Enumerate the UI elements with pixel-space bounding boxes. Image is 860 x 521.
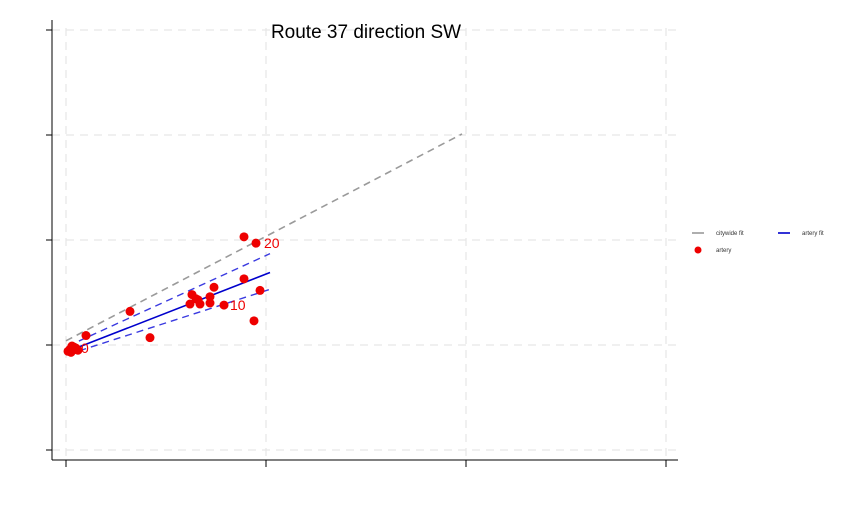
fit-lines	[65, 133, 463, 356]
data-point	[185, 299, 195, 309]
artery-ci-upper-line	[67, 253, 271, 347]
data-point	[67, 341, 77, 351]
legend-label-points: artery	[716, 248, 731, 254]
data-point	[251, 238, 261, 248]
data-point	[209, 282, 219, 292]
point-label: 0	[81, 340, 89, 356]
data-point	[219, 300, 229, 310]
data-point	[195, 299, 205, 309]
data-point	[81, 331, 91, 341]
data-point	[249, 316, 259, 326]
data-points	[63, 232, 265, 357]
data-point	[239, 274, 249, 284]
chart-title: Route 37 direction SW	[271, 22, 461, 43]
legend: citywide fit artery fit artery	[692, 231, 824, 254]
data-point	[205, 298, 215, 308]
grid-lines	[52, 28, 678, 460]
data-point	[125, 306, 135, 316]
data-point	[205, 292, 215, 302]
point-labels: 20 10 0	[81, 235, 280, 356]
artery-fit-line	[67, 271, 271, 353]
legend-label-citywide: citywide fit	[716, 231, 744, 237]
point-label: 20	[264, 235, 280, 251]
data-point	[239, 232, 249, 242]
citywide-fit-line	[65, 133, 463, 342]
legend-label-artery_fit: artery fit	[802, 231, 824, 237]
point-label: 10	[230, 297, 246, 313]
data-point	[145, 333, 155, 343]
legend-swatch-points	[694, 246, 702, 254]
axes	[46, 20, 678, 467]
data-point	[255, 285, 265, 295]
